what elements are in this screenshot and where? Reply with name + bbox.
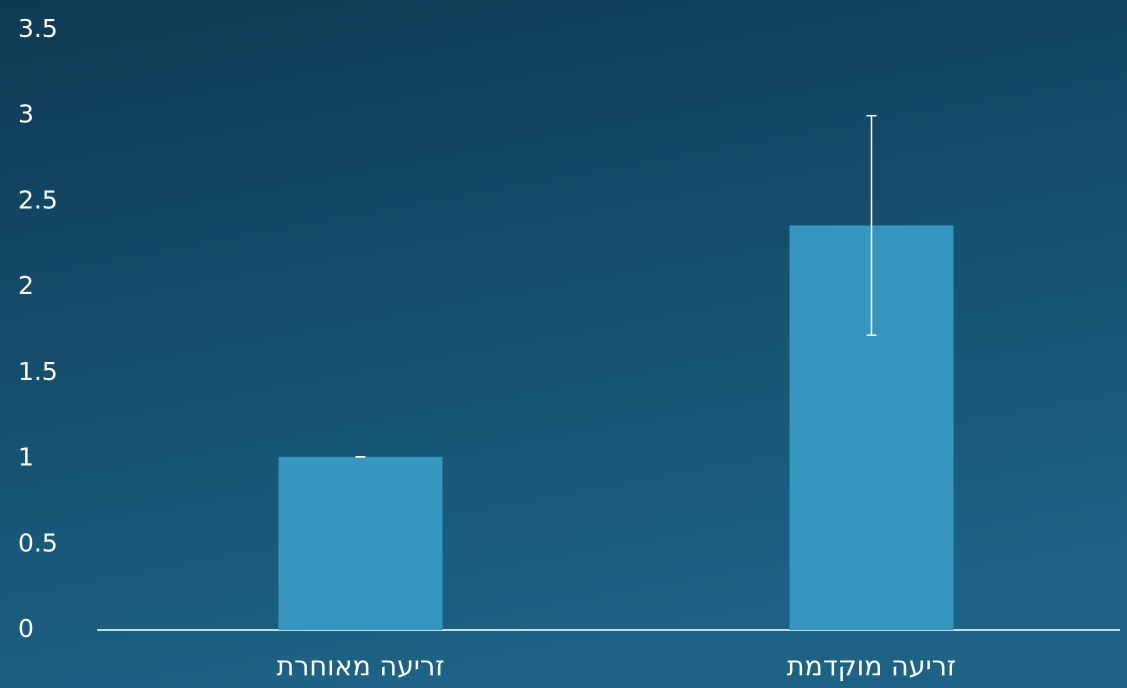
bar: [278, 456, 443, 630]
y-tick-label: 1: [18, 443, 34, 472]
y-tick-label: 0.5: [18, 528, 58, 557]
y-tick-label: 2: [18, 271, 34, 300]
y-tick-label: 2.5: [18, 185, 58, 214]
y-tick-label: 0: [18, 614, 34, 643]
y-tick-label: 3: [18, 100, 34, 129]
x-tick-label: זריעה מוקדמת: [787, 652, 956, 683]
y-tick-label: 1.5: [18, 357, 58, 386]
y-tick-label: 3.5: [18, 14, 58, 43]
x-tick-label: זריעה מאוחרת: [276, 652, 444, 683]
